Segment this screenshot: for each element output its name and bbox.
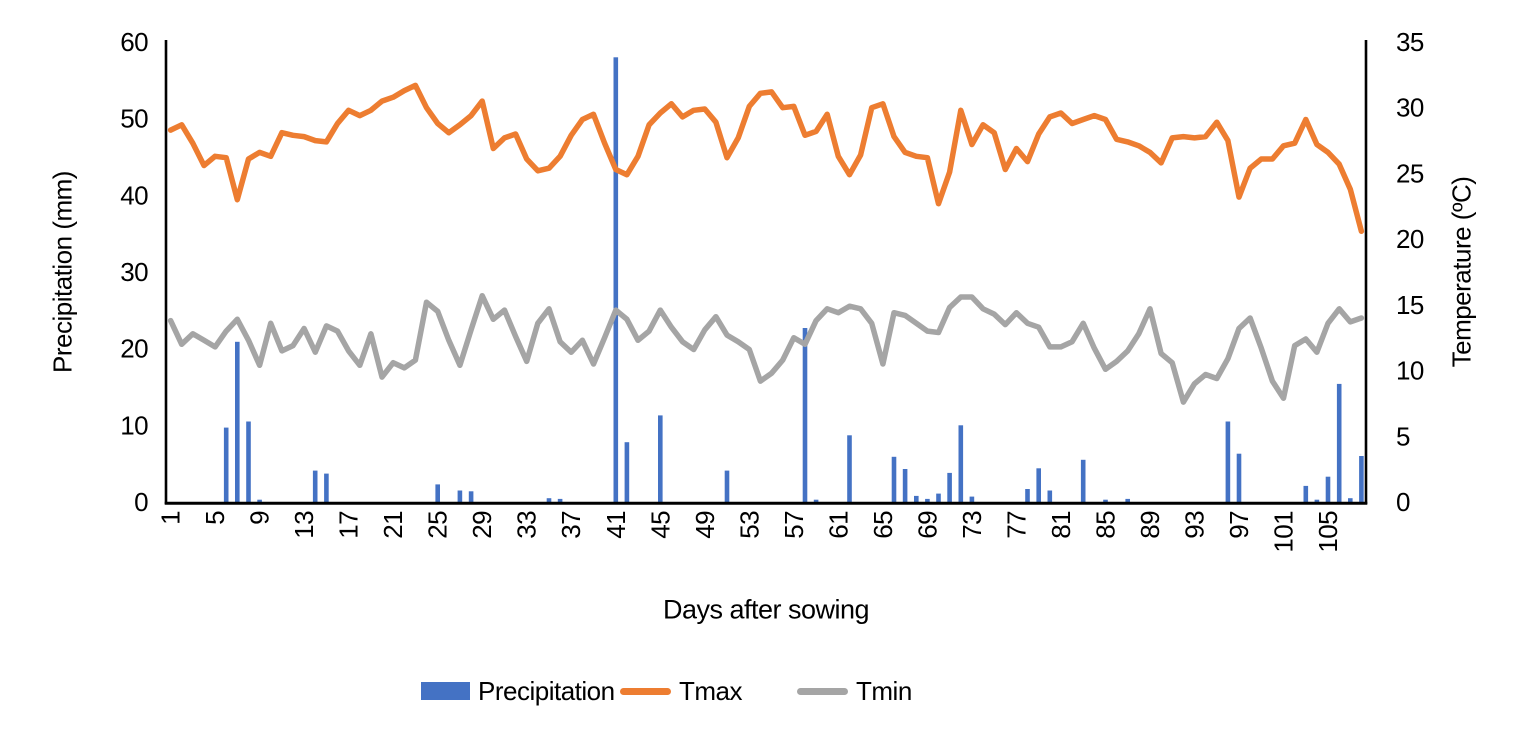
tmin-line-swatch [797, 687, 848, 695]
precipitation-bar [624, 442, 630, 502]
left-axis-tick-label: 10 [120, 410, 148, 440]
right-axis-tick-label: 15 [1396, 290, 1424, 320]
precipitation-bar [891, 456, 897, 502]
precipitation-bar [1303, 485, 1309, 502]
precipitation-bar [557, 498, 563, 502]
precipitation-bar [613, 57, 619, 503]
precipitation-bar [969, 496, 975, 502]
left-axis-tick-label: 20 [120, 334, 148, 364]
precipitation-bar [235, 341, 240, 502]
tmax-line-swatch [620, 687, 671, 695]
left-axis-title: Precipitation (mm) [47, 171, 78, 373]
precipitation-bar [724, 470, 730, 502]
x-axis-title: Days after sowing [662, 594, 870, 625]
x-axis-tick-label: 37 [556, 511, 586, 539]
x-axis-tick-label: 25 [423, 511, 453, 539]
x-axis-tick-label: 21 [378, 511, 408, 539]
precipitation-bar [468, 491, 474, 502]
x-axis-tick-label: 77 [1001, 511, 1031, 539]
precipitation-bar [1325, 476, 1331, 502]
x-axis-tick-label: 5 [200, 511, 230, 525]
right-axis-tick-label: 20 [1396, 224, 1424, 254]
precipitation-bar [1348, 498, 1353, 502]
precipitation-bar [1047, 490, 1053, 502]
x-axis-tick-label: 41 [601, 511, 631, 539]
legend-item-tmin: Tmin [797, 675, 912, 706]
x-axis-tick-label: 97 [1224, 511, 1254, 539]
precipitation-bar [1359, 456, 1364, 502]
x-axis-tick-label: 45 [645, 511, 675, 539]
precipitation-bar [902, 469, 908, 502]
x-axis-tick-label: 53 [734, 511, 764, 539]
legend-item-precipitation: Precipitation [421, 675, 615, 706]
precipitation-bar [1080, 459, 1086, 502]
precipitation-bar [246, 421, 251, 502]
right-axis-title: Temperature (ºC) [1446, 176, 1477, 368]
precipitation-bar [312, 470, 318, 502]
precipitation-bar [936, 493, 941, 502]
precipitation-bar [958, 425, 964, 502]
precipitation-bar-swatch [421, 682, 470, 700]
precipitation-bar [802, 328, 808, 502]
right-axis-tick-label: 10 [1396, 356, 1424, 386]
precipitation-bar [1103, 499, 1108, 502]
left-axis-tick-label: 30 [120, 257, 148, 287]
x-axis-tick-label: 105 [1313, 511, 1343, 553]
legend-label-tmin: Tmin [856, 675, 912, 706]
x-axis-tick-label: 1 [156, 511, 186, 525]
left-axis-tick-label: 60 [120, 27, 148, 57]
x-axis-tick-label: 81 [1046, 511, 1076, 539]
precipitation-bar [1225, 421, 1231, 502]
x-axis-tick-label: 57 [779, 511, 809, 539]
x-axis-tick-label: 61 [823, 511, 853, 539]
precipitation-bar [1025, 489, 1030, 502]
precipitation-bar [914, 495, 919, 502]
right-axis-tick-label: 5 [1396, 421, 1410, 451]
precipitation-bar [1236, 453, 1242, 502]
right-axis-tick-label: 25 [1396, 158, 1424, 188]
right-axis-tick-label: 35 [1396, 27, 1424, 57]
precipitation-bar [435, 484, 440, 502]
x-axis-tick-label: 17 [334, 511, 364, 539]
precipitation-bar [1125, 498, 1130, 502]
x-axis-tick-label: 85 [1091, 511, 1121, 539]
legend-label-tmax: Tmax [679, 675, 743, 706]
precipitation-bar [1336, 383, 1342, 502]
left-axis-tick-label: 0 [134, 487, 148, 517]
right-axis-tick-label: 30 [1396, 93, 1424, 123]
x-axis-tick-label: 9 [245, 511, 275, 525]
precipitation-bar [658, 415, 663, 502]
precipitation-bar [257, 499, 262, 502]
legend-item-tmax: Tmax [620, 675, 743, 706]
left-axis-tick-label: 50 [120, 104, 148, 134]
precipitation-bar [546, 498, 552, 502]
legend-label-precipitation: Precipitation [478, 675, 615, 706]
precipitation-bar [1036, 468, 1041, 502]
precipitation-bar [457, 490, 463, 502]
left-axis-tick-label: 40 [120, 180, 148, 210]
tmax-line [167, 82, 1365, 235]
x-axis-tick-label: 73 [957, 511, 987, 539]
precipitation-bar [847, 435, 852, 502]
x-axis-tick-label: 33 [512, 511, 542, 539]
precipitation-bar [223, 427, 229, 502]
x-axis-tick-label: 101 [1269, 511, 1299, 553]
x-axis-tick-label: 29 [467, 511, 497, 539]
precipitation-bar [947, 472, 952, 502]
precipitation-bar [324, 473, 329, 502]
precipitation-bar [1314, 499, 1320, 502]
x-axis-tick-label: 93 [1180, 511, 1210, 539]
precipitation-bar [925, 498, 930, 502]
tmin-line [167, 292, 1365, 405]
precipitation-bar [813, 499, 819, 502]
x-axis-tick-label: 49 [690, 511, 720, 539]
x-axis-tick-label: 89 [1135, 511, 1165, 539]
x-axis-tick-label: 69 [912, 511, 942, 539]
right-axis-tick-label: 0 [1396, 487, 1410, 517]
x-axis-tick-label: 13 [289, 511, 319, 539]
x-axis-tick-label: 65 [868, 511, 898, 539]
